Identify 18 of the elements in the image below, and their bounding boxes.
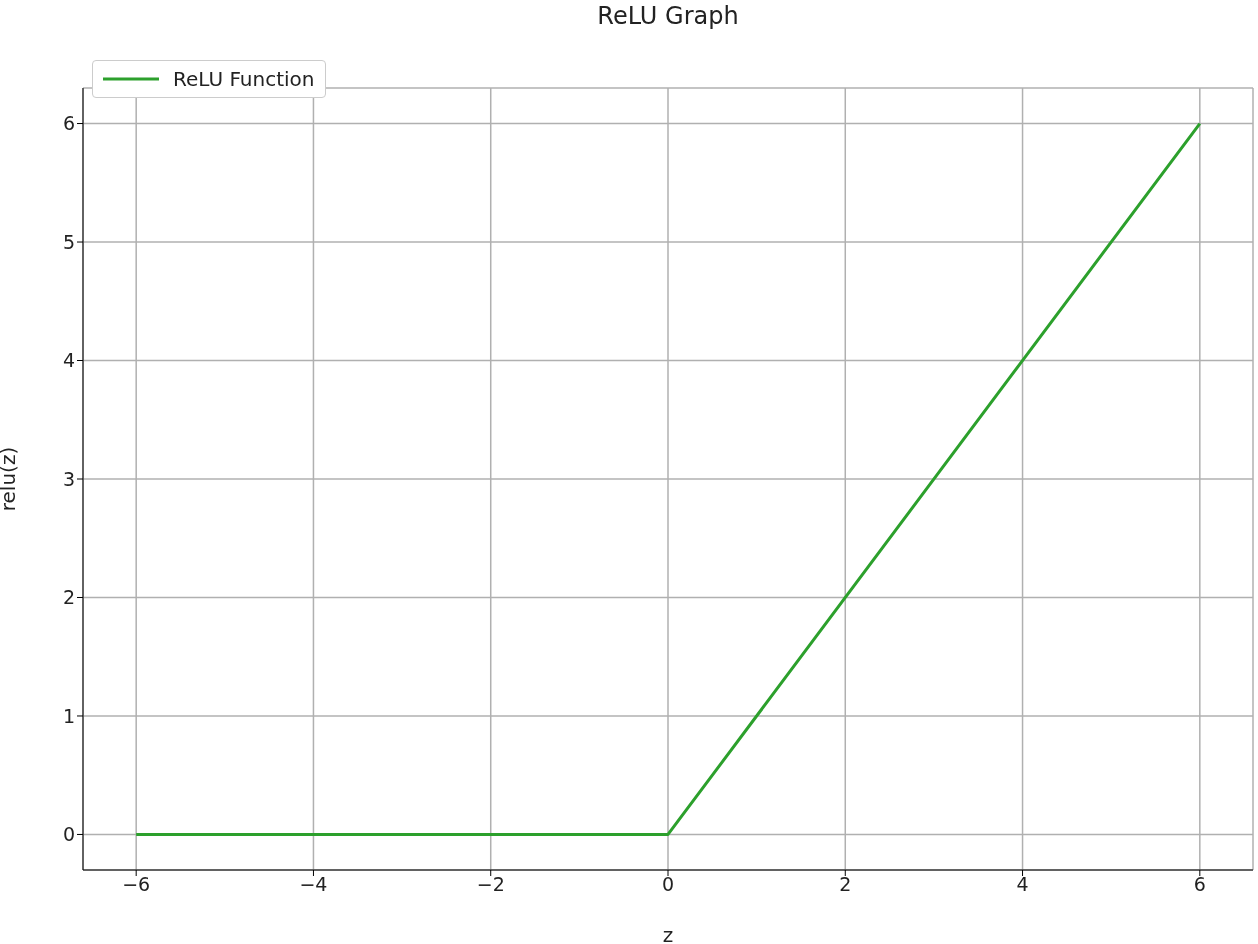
x-tick-label: −6 [122, 873, 151, 896]
y-tick-label: 3 [62, 467, 75, 490]
y-axis-title: relu(z) [0, 446, 21, 512]
legend-label: ReLU Function [173, 67, 315, 91]
y-tick-label: 2 [62, 586, 75, 609]
y-tick-label: 6 [62, 112, 75, 135]
x-tick-label: 2 [839, 873, 852, 896]
x-tick-label: 6 [1193, 873, 1206, 896]
y-tick-label: 1 [62, 704, 75, 727]
chart-title: ReLU Graph [596, 2, 740, 30]
y-tick-label: 5 [62, 230, 75, 253]
y-tick-label: 4 [62, 349, 75, 372]
x-tick-label: −2 [476, 873, 505, 896]
x-tick-label: 4 [1016, 873, 1029, 896]
x-tick-label: 0 [661, 873, 675, 896]
x-axis-title: z [662, 923, 674, 944]
x-tick-label: −4 [299, 873, 328, 896]
y-tick-label: 0 [62, 823, 75, 846]
